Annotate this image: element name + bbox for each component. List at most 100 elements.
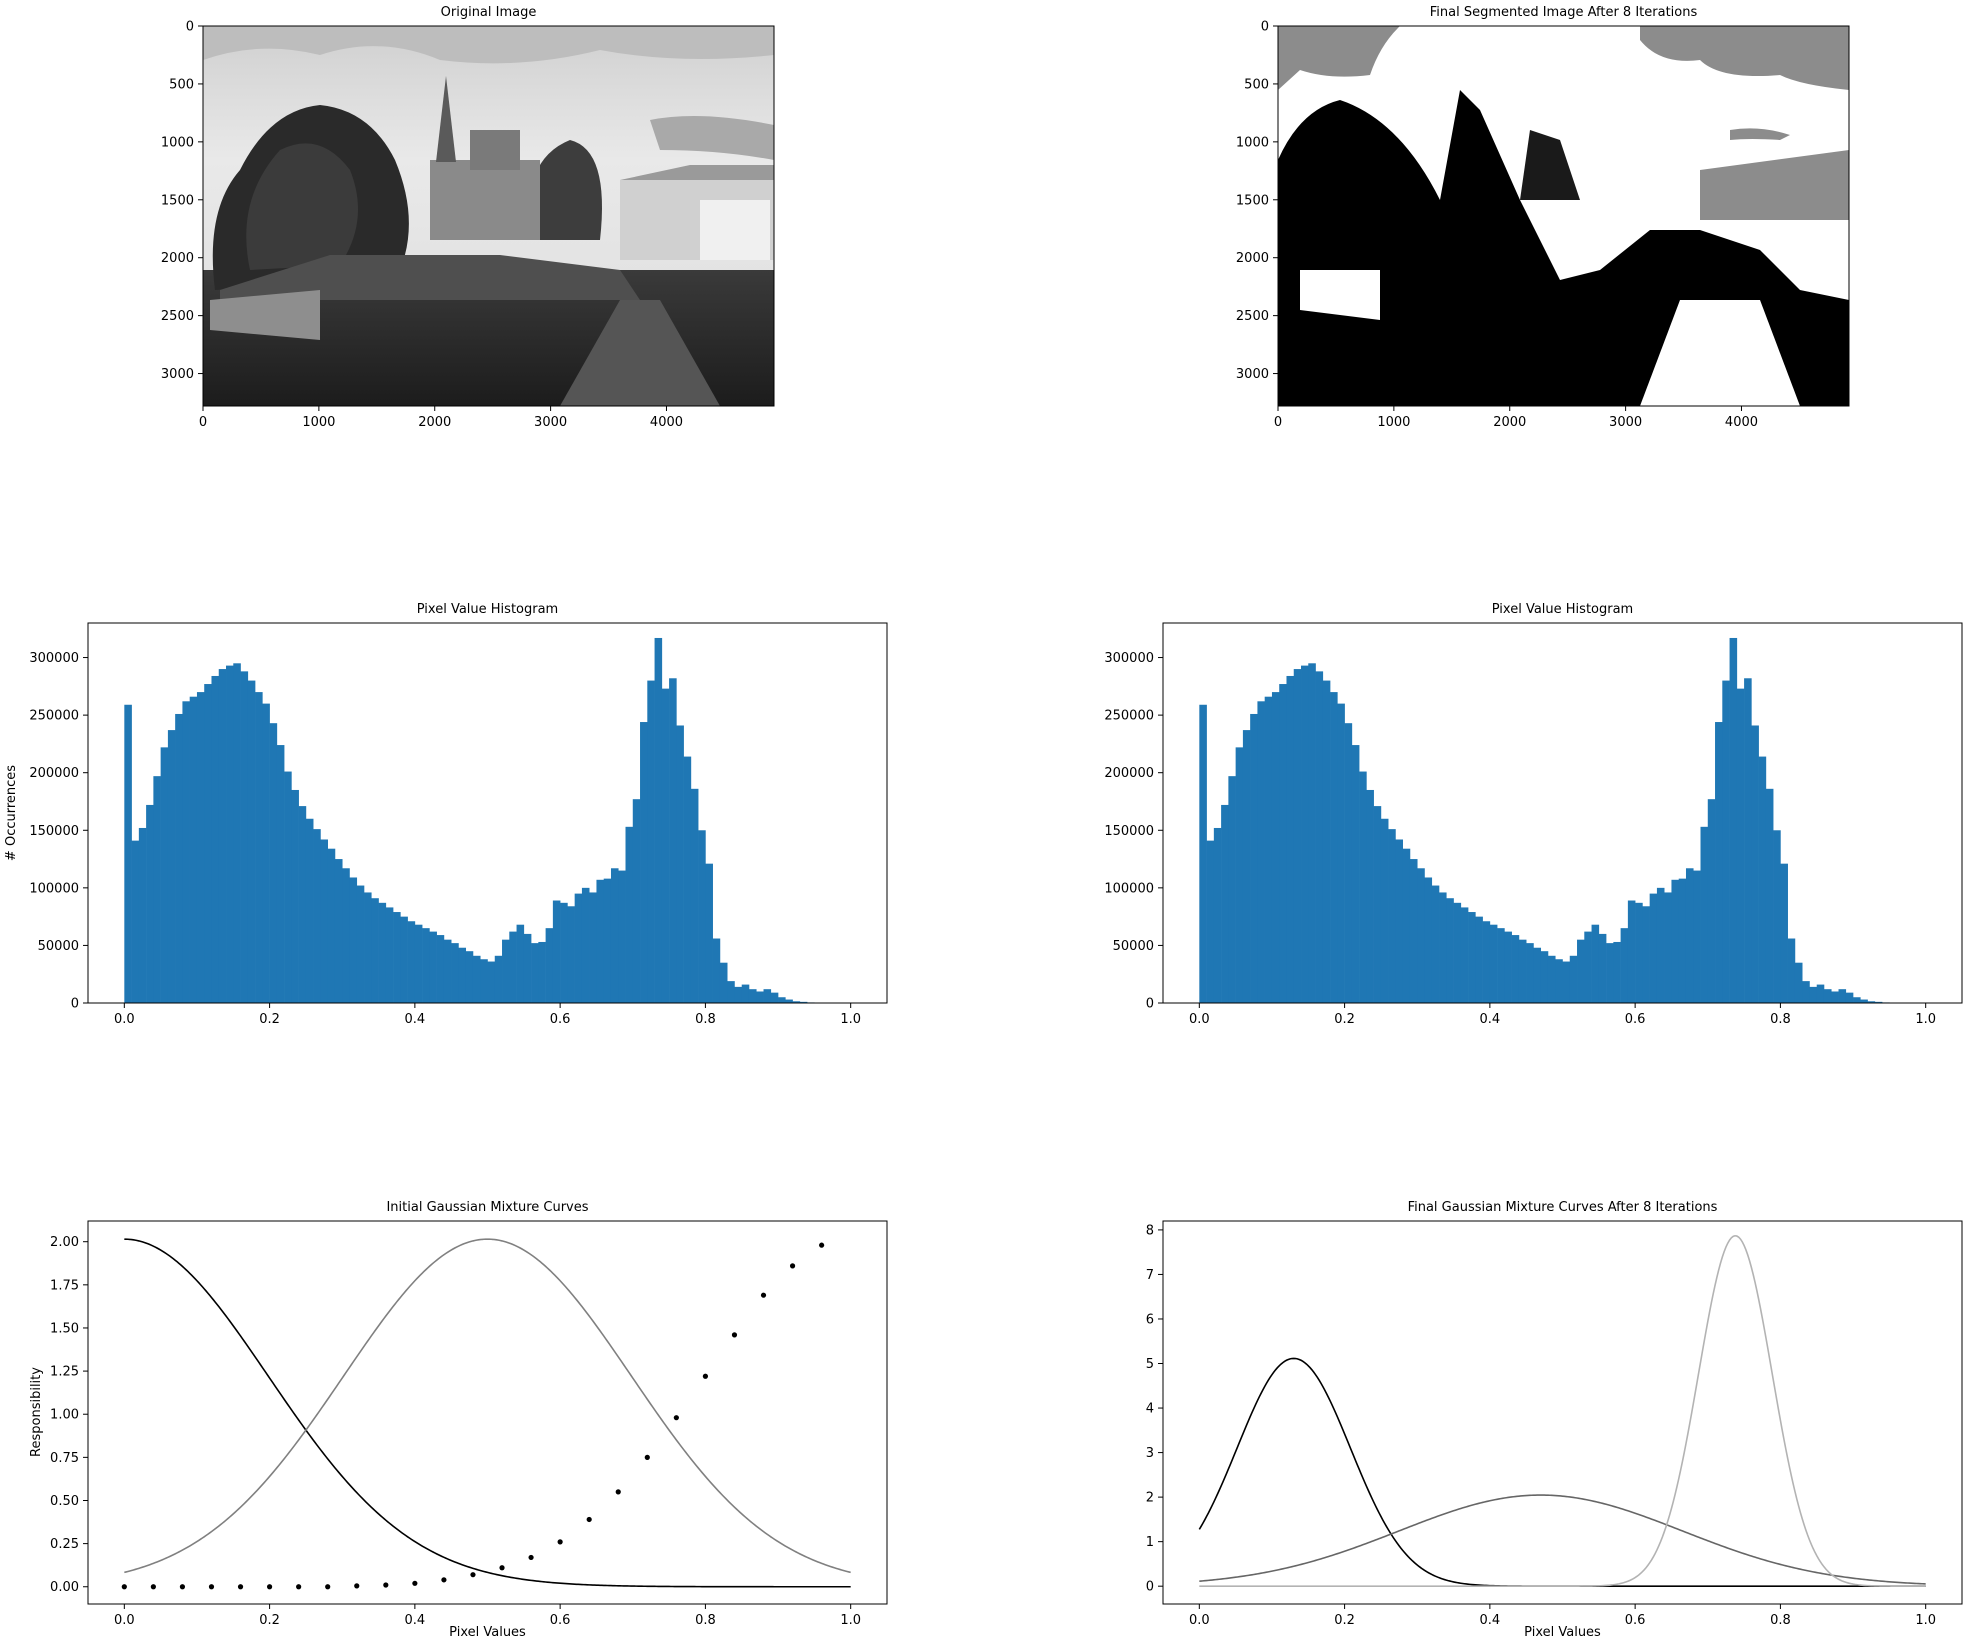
histogram-bar xyxy=(146,804,154,1003)
histogram-bar xyxy=(661,688,670,1003)
histogram-bar xyxy=(727,981,735,1003)
panel-title: Pixel Value Histogram xyxy=(1492,602,1633,617)
histogram-bar xyxy=(1635,902,1643,1003)
y-tick-label: 2500 xyxy=(161,309,194,324)
x-tick-label: 0.4 xyxy=(1480,1012,1501,1027)
histogram-bar xyxy=(654,637,663,1003)
histogram-bar xyxy=(487,961,496,1003)
histogram-bar xyxy=(305,818,314,1003)
histogram-bar xyxy=(1366,789,1374,1003)
histogram-bar xyxy=(458,947,467,1003)
y-tick-label: 2000 xyxy=(1236,251,1269,266)
histogram-bar xyxy=(1330,692,1338,1003)
histogram-bar xyxy=(1264,696,1273,1003)
y-tick-label: 1.25 xyxy=(50,1365,79,1380)
histogram-bar xyxy=(400,916,408,1003)
histogram-bar xyxy=(785,999,793,1003)
responsibility-point xyxy=(296,1584,302,1590)
y-tick-label: 3 xyxy=(1146,1446,1154,1461)
histogram-bar xyxy=(1591,924,1600,1003)
histogram-bar xyxy=(407,921,416,1003)
x-tick-label: 3000 xyxy=(1609,415,1642,430)
histogram-bar xyxy=(153,776,161,1003)
photo-original xyxy=(203,26,774,406)
histogram-bar xyxy=(160,747,169,1003)
histogram-bar xyxy=(233,663,241,1003)
histogram-bar xyxy=(1816,984,1825,1003)
panel-title: Final Segmented Image After 8 Iterations xyxy=(1430,5,1698,20)
y-tick-label: 2000 xyxy=(161,251,194,266)
y-tick-label: 1.50 xyxy=(50,1321,79,1336)
histogram-bar xyxy=(748,989,757,1003)
histogram-bar xyxy=(719,962,728,1003)
x-tick-label: 4000 xyxy=(1725,415,1758,430)
y-tick-label: 100000 xyxy=(1104,881,1154,896)
histogram-bar xyxy=(1671,879,1680,1003)
histogram-bar xyxy=(1722,680,1730,1003)
responsibility-point xyxy=(150,1584,156,1590)
histogram-bar xyxy=(1489,924,1498,1003)
histogram-bar xyxy=(313,829,321,1003)
histogram-bar xyxy=(1577,939,1585,1003)
histogram-bar xyxy=(131,840,140,1003)
histogram-bar xyxy=(756,991,764,1003)
responsibility-point xyxy=(208,1584,215,1590)
histogram-bar xyxy=(255,692,263,1003)
histogram-bar xyxy=(625,826,634,1003)
y-tick-label: 3000 xyxy=(161,367,194,382)
histogram-bar xyxy=(1613,941,1621,1003)
x-tick-label: 0.8 xyxy=(1770,1613,1791,1628)
histogram-bar xyxy=(342,868,350,1003)
histogram-bar xyxy=(1446,898,1454,1003)
histogram-bar xyxy=(531,943,539,1003)
axis-frame xyxy=(1162,622,1963,1004)
y-tick-label: 2 xyxy=(1146,1491,1154,1506)
x-tick-label: 1.0 xyxy=(1915,1613,1936,1628)
x-tick-label: 0.6 xyxy=(1625,1613,1646,1628)
responsibility-point xyxy=(383,1582,389,1588)
histogram-bar xyxy=(1547,955,1556,1003)
axis-frame xyxy=(87,622,888,1004)
histogram-bar xyxy=(1715,722,1723,1003)
histogram-bar xyxy=(690,788,699,1003)
histogram-bar xyxy=(269,723,278,1003)
responsibility-point xyxy=(615,1489,621,1495)
histogram-bar xyxy=(676,725,684,1003)
histogram-bar xyxy=(1344,723,1353,1003)
y-tick-label: 5 xyxy=(1146,1357,1154,1372)
histogram-bars: 0.0 0.2 0.4 0.6 0.8 1.0 0 50000 100000 150000 2000… xyxy=(29,637,861,1027)
histogram-bar xyxy=(763,989,772,1003)
histogram-bar xyxy=(712,938,721,1003)
histogram-bar xyxy=(1823,989,1832,1003)
panel-title: Final Gaussian Mixture Curves After 8 It… xyxy=(1408,1200,1718,1215)
y-tick-label: 200000 xyxy=(29,766,79,781)
histogram-bar xyxy=(1678,878,1687,1003)
y-tick-label: 2500 xyxy=(1236,309,1269,324)
x-tick-label: 1000 xyxy=(1377,415,1410,430)
x-tick-label: 0 xyxy=(199,415,207,430)
histogram-bar xyxy=(298,806,307,1003)
histogram-bar xyxy=(422,928,430,1003)
histogram-bar xyxy=(327,848,336,1003)
histogram-bar xyxy=(124,704,132,1003)
responsibility-point xyxy=(441,1577,447,1583)
y-tick-label: 200000 xyxy=(1104,766,1154,781)
histogram-bar xyxy=(1780,863,1788,1003)
histogram-bar xyxy=(1656,887,1665,1003)
histogram-bar xyxy=(552,900,561,1003)
histogram-bar xyxy=(1649,893,1658,1003)
x-axis-label: Pixel Values xyxy=(449,1625,526,1640)
histogram-bar xyxy=(204,684,212,1003)
histogram-bar xyxy=(1308,663,1316,1003)
histogram-bar xyxy=(1598,933,1607,1003)
gaussian-curve xyxy=(1198,1357,1926,1587)
panel-title: Original Image xyxy=(441,5,537,20)
histogram-bar xyxy=(1831,991,1839,1003)
x-tick-label: 0.0 xyxy=(114,1613,135,1628)
histogram-bar xyxy=(596,879,605,1003)
gaussian-curve xyxy=(124,1238,851,1588)
gaussian-curve xyxy=(1199,1234,1926,1587)
histogram-bar xyxy=(1475,916,1483,1003)
histogram-bar xyxy=(378,902,387,1003)
